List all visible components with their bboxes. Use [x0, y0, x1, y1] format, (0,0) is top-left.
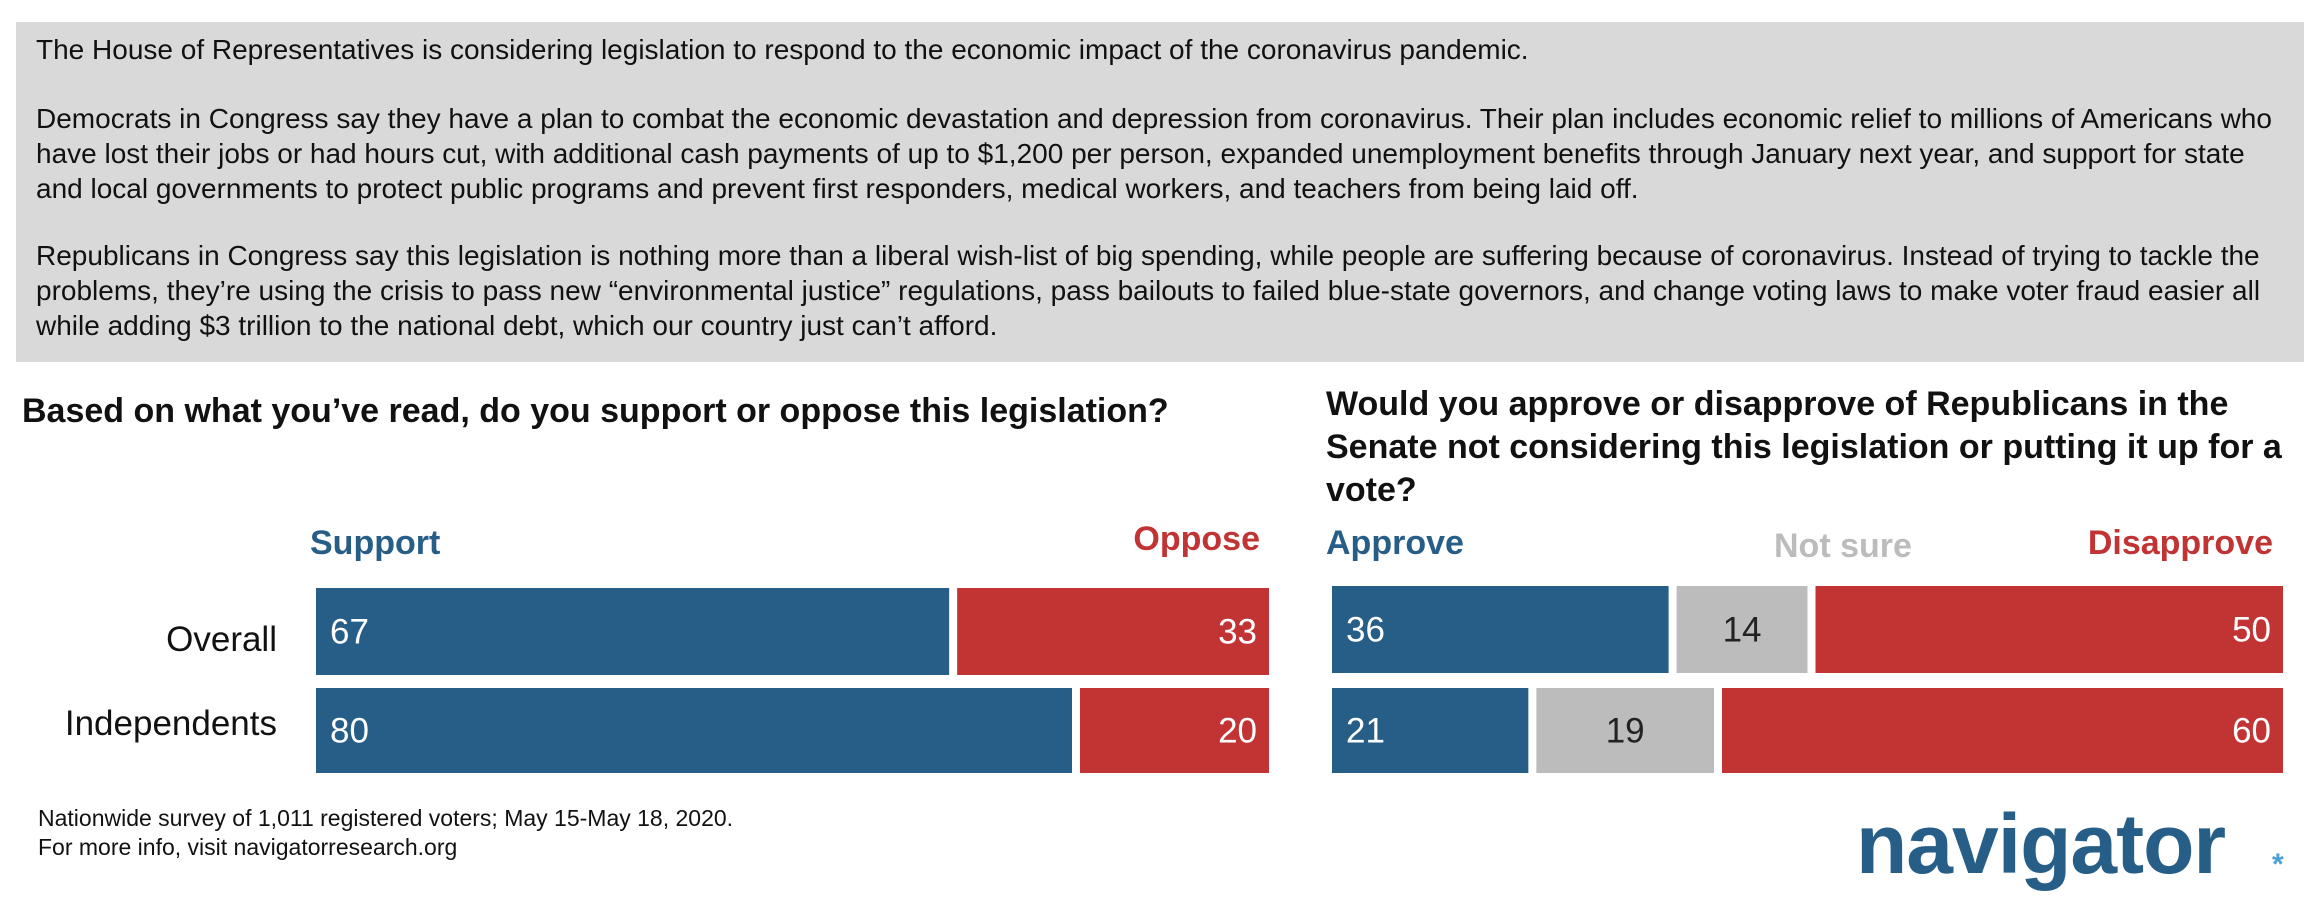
bar-support-overall — [316, 588, 950, 675]
legend-support: Support — [310, 524, 441, 562]
bar-approve-independents — [1332, 688, 1529, 773]
intro-paragraph-1: The House of Representatives is consider… — [36, 34, 1529, 65]
bar-support-independents — [316, 688, 1072, 773]
navigator-logo: navigator * — [1856, 796, 2296, 896]
intro-text-box: The House of Representatives is consider… — [16, 22, 2304, 362]
footnote-survey-info: Nationwide survey of 1,011 registered vo… — [38, 805, 734, 831]
legend-not-sure: Not sure — [1774, 527, 1912, 565]
logo-star-icon: * — [2272, 848, 2284, 881]
right-chart-question: Would you approve or disapprove of Repub… — [1326, 385, 2282, 509]
bar-oppose-overall — [957, 588, 1269, 675]
bar-approve-overall — [1332, 586, 1669, 673]
bar-label-not-sure-independents: 19 — [1606, 712, 1645, 751]
bar-disapprove-independents — [1722, 688, 2283, 773]
bar-label-approve-overall: 36 — [1346, 611, 1385, 650]
logo-wordmark: navigator — [1856, 797, 2226, 891]
bar-label-oppose-overall: 33 — [1218, 613, 1257, 652]
bar-disapprove-overall — [1815, 586, 2283, 673]
row-label-overall: Overall — [166, 620, 277, 659]
bar-not-sure-independents — [1536, 688, 1714, 773]
bar-label-disapprove-independents: 60 — [2232, 712, 2271, 751]
bar-label-approve-independents: 21 — [1346, 712, 1385, 751]
intro-paragraph-3: Republicans in Congress say this legisla… — [36, 240, 2261, 341]
bar-label-not-sure-overall: 14 — [1723, 611, 1762, 650]
bar-not-sure-overall — [1676, 586, 1808, 673]
bar-label-oppose-independents: 20 — [1218, 712, 1257, 751]
bar-label-disapprove-overall: 50 — [2232, 611, 2271, 650]
row-label-independents: Independents — [64, 704, 277, 743]
footnote-website: For more info, visit navigatorresearch.o… — [38, 834, 458, 860]
bar-label-support-overall: 67 — [330, 613, 369, 652]
bar-label-support-independents: 80 — [330, 712, 369, 751]
left-chart-question: Based on what you’ve read, do you suppor… — [22, 392, 1169, 430]
footnote: Nationwide survey of 1,011 registered vo… — [38, 804, 733, 862]
bar-oppose-independents — [1080, 688, 1269, 773]
legend-approve: Approve — [1326, 524, 1464, 562]
legend-oppose: Oppose — [1133, 520, 1260, 558]
intro-paragraph-2: Democrats in Congress say they have a pl… — [36, 103, 2272, 204]
legend-disapprove: Disapprove — [2087, 524, 2273, 562]
